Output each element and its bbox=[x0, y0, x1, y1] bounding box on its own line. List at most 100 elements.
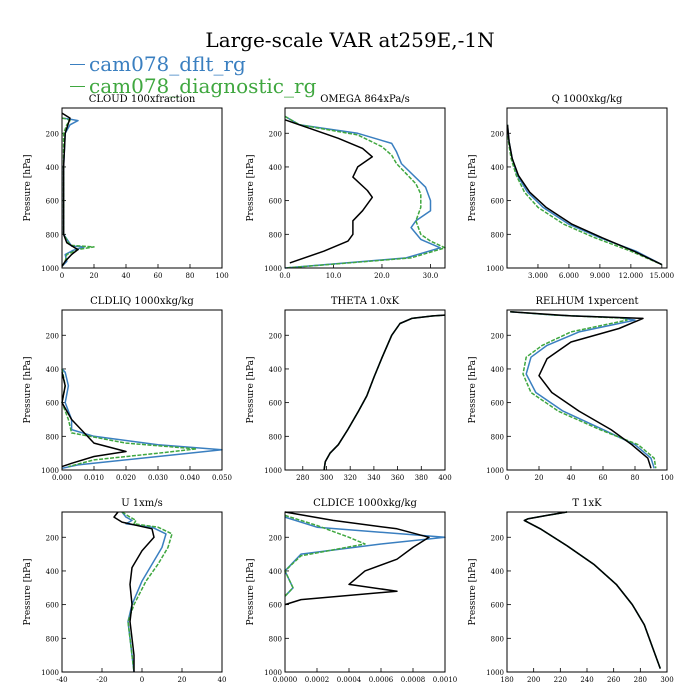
panel-title: U 1xm/s bbox=[121, 498, 163, 509]
x-tick-label: 0.0008 bbox=[401, 676, 426, 684]
y-tick-label: 600 bbox=[269, 602, 282, 610]
y-axis-label: Pressure [hPa] bbox=[468, 558, 478, 625]
y-tick-label: 600 bbox=[491, 602, 504, 610]
y-tick-label: 800 bbox=[269, 635, 282, 643]
x-tick-label: 40 bbox=[122, 272, 131, 280]
series-line-2 bbox=[284, 511, 430, 606]
panel-frame bbox=[61, 309, 223, 471]
x-tick-label: 260 bbox=[607, 676, 620, 684]
x-tick-label: -20 bbox=[96, 676, 107, 684]
x-tick-label: 180 bbox=[500, 676, 513, 684]
y-tick-label: 600 bbox=[46, 602, 59, 610]
y-tick-label: 200 bbox=[491, 130, 504, 138]
y-tick-label: 400 bbox=[269, 164, 282, 172]
y-axis-label: Pressure [hPa] bbox=[23, 154, 33, 221]
x-tick-label: 80 bbox=[631, 474, 640, 482]
y-tick-label: 200 bbox=[269, 534, 282, 542]
panel-title: CLOUD 100xfraction bbox=[89, 94, 196, 105]
x-tick-label: 0.020 bbox=[116, 474, 136, 482]
series-line-0 bbox=[506, 124, 663, 266]
panel-frame bbox=[61, 107, 223, 269]
y-tick-label: 800 bbox=[46, 635, 59, 643]
x-tick-label: 0 bbox=[505, 474, 509, 482]
panel-title: CLDICE 1000xkg/kg bbox=[313, 498, 417, 509]
y-tick-label: 1000 bbox=[41, 467, 59, 475]
y-axis-label: Pressure [hPa] bbox=[246, 154, 256, 221]
panel-frame bbox=[61, 511, 223, 673]
x-tick-label: 360 bbox=[391, 474, 404, 482]
x-tick-label: 80 bbox=[186, 272, 195, 280]
series-line-2 bbox=[113, 511, 155, 672]
series-line-1 bbox=[61, 368, 198, 468]
series-line-0 bbox=[523, 511, 662, 669]
legend-line-icon bbox=[70, 63, 85, 65]
x-tick-label: 0.030 bbox=[148, 474, 168, 482]
x-tick-label: 240 bbox=[580, 676, 593, 684]
legend-label: cam078_diagnostic_rg bbox=[89, 74, 317, 98]
x-tick-label: 100 bbox=[215, 272, 228, 280]
series-line-1 bbox=[121, 511, 173, 673]
series-line-2 bbox=[506, 124, 663, 266]
x-tick-label: 280 bbox=[634, 676, 647, 684]
panel-frame bbox=[284, 107, 446, 269]
panel-title: THETA 1.0xK bbox=[331, 296, 400, 307]
x-tick-label: 340 bbox=[367, 474, 380, 482]
x-tick-label: 0.0 bbox=[279, 272, 290, 280]
x-tick-label: 200 bbox=[527, 676, 540, 684]
y-axis-label: Pressure [hPa] bbox=[246, 558, 256, 625]
series-line-1 bbox=[523, 511, 662, 669]
x-tick-label: -40 bbox=[56, 676, 67, 684]
x-tick-label: 20 bbox=[178, 676, 187, 684]
legend-label: cam078_dflt_rg bbox=[89, 52, 246, 76]
series-line-2 bbox=[323, 314, 446, 471]
y-tick-label: 1000 bbox=[41, 265, 59, 273]
panel-frame bbox=[506, 511, 668, 673]
x-tick-label: 300 bbox=[660, 676, 673, 684]
x-tick-label: 60 bbox=[154, 272, 163, 280]
x-tick-label: 0.050 bbox=[212, 474, 232, 482]
y-tick-label: 200 bbox=[46, 332, 59, 340]
y-tick-label: 600 bbox=[491, 198, 504, 206]
y-tick-label: 600 bbox=[491, 400, 504, 408]
x-tick-label: 300 bbox=[320, 474, 333, 482]
x-tick-label: 0.000 bbox=[52, 474, 72, 482]
panel-title: CLDLIQ 1000xkg/kg bbox=[90, 296, 194, 307]
x-tick-label: 380 bbox=[415, 474, 428, 482]
y-tick-label: 400 bbox=[46, 568, 59, 576]
y-axis-label: Pressure [hPa] bbox=[246, 356, 256, 423]
panel-frame bbox=[506, 309, 668, 471]
x-tick-label: 220 bbox=[554, 676, 567, 684]
y-tick-label: 1000 bbox=[264, 467, 282, 475]
series-line-1 bbox=[284, 514, 366, 597]
x-tick-label: 0.0010 bbox=[433, 676, 458, 684]
x-tick-label: 0 bbox=[140, 676, 144, 684]
y-tick-label: 600 bbox=[46, 198, 59, 206]
series-line-2 bbox=[523, 511, 662, 669]
panel-frame bbox=[284, 309, 446, 471]
x-tick-label: 0 bbox=[60, 272, 64, 280]
y-tick-label: 400 bbox=[46, 164, 59, 172]
x-tick-label: 40 bbox=[218, 676, 227, 684]
panel-title: Q 1000xkg/kg bbox=[552, 94, 623, 105]
x-tick-label: 30.0 bbox=[423, 272, 439, 280]
panel-frame bbox=[284, 511, 446, 673]
y-axis-label: Pressure [hPa] bbox=[468, 356, 478, 423]
chart-title: Large-scale VAR at259E,-1N bbox=[205, 28, 495, 52]
y-tick-label: 200 bbox=[491, 332, 504, 340]
y-tick-label: 800 bbox=[269, 231, 282, 239]
y-tick-label: 800 bbox=[491, 231, 504, 239]
x-tick-label: 0.0006 bbox=[369, 676, 394, 684]
y-tick-label: 1000 bbox=[264, 265, 282, 273]
y-tick-label: 800 bbox=[269, 433, 282, 441]
x-tick-label: 400 bbox=[438, 474, 451, 482]
y-tick-label: 600 bbox=[269, 400, 282, 408]
x-tick-label: 20 bbox=[535, 474, 544, 482]
y-tick-label: 200 bbox=[269, 130, 282, 138]
x-tick-label: 0.040 bbox=[180, 474, 200, 482]
x-tick-label: 60 bbox=[599, 474, 608, 482]
panel-title: OMEGA 864xPa/s bbox=[320, 94, 410, 105]
legend-line-icon bbox=[70, 85, 85, 87]
y-tick-label: 200 bbox=[46, 534, 59, 542]
legend-item-diagnostic: cam078_diagnostic_rg bbox=[70, 74, 316, 98]
